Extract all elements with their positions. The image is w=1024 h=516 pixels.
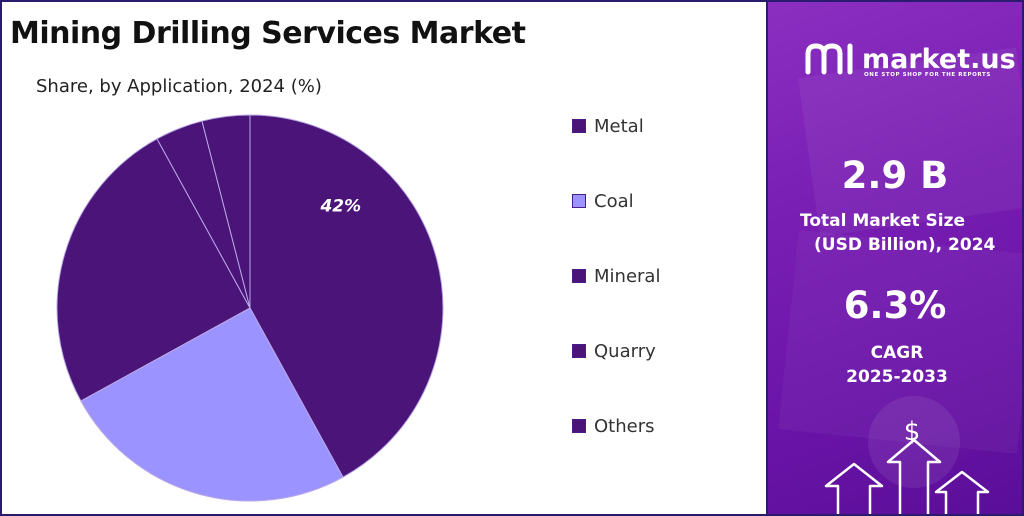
pie-slice-metal [249, 114, 444, 478]
legend-label: Others [594, 415, 655, 437]
legend-swatch [572, 419, 586, 433]
market-size-value: 2.9 B [841, 154, 949, 197]
summary-panel: market.us ONE STOP SHOP FOR THE REPORTS … [766, 0, 1024, 516]
legend-label: Metal [594, 115, 644, 137]
legend-item-quarry: Quarry [572, 339, 752, 363]
dollar-sign-icon: $ [904, 417, 921, 447]
legend-item-coal: Coal [572, 189, 752, 213]
up-arrow-icon-left [824, 462, 884, 514]
up-arrow-icon-middle [886, 438, 942, 514]
market-size-label-line1: Total Market Size [800, 211, 966, 231]
legend-label: Quarry [594, 340, 656, 362]
background-decoration [778, 47, 1022, 488]
cagr-value: 6.3% [843, 284, 947, 327]
brand-name: market.us [862, 43, 1016, 75]
legend-item-mineral: Mineral [572, 264, 752, 288]
growth-arrows-icon: $ [824, 417, 990, 514]
cagr-label-line1: CAGR [870, 343, 924, 363]
pie-slice-coal [80, 307, 344, 502]
legend-label: Coal [594, 190, 634, 212]
chart-title: Mining Drilling Services Market [10, 16, 526, 51]
market-us-logo-icon [805, 43, 853, 75]
chart-panel: Mining Drilling Services Market Share, b… [0, 0, 766, 516]
legend-swatch [572, 269, 586, 283]
legend-item-metal: Metal [572, 114, 752, 138]
chart-subtitle: Share, by Application, 2024 (%) [36, 76, 322, 97]
chart-legend: Metal Coal Mineral Quarry Others [572, 114, 752, 438]
data-label-metal: 42% [319, 197, 361, 217]
legend-item-others: Others [572, 414, 752, 438]
legend-swatch [572, 194, 586, 208]
legend-swatch [572, 344, 586, 358]
brand-logo-group: market.us [804, 42, 1016, 76]
pie-chart: 42% [56, 114, 444, 502]
pie-slice-mineral [56, 138, 251, 402]
market-size-label-line2: (USD Billion), 2024 [814, 235, 996, 255]
pie-slice-others [201, 114, 251, 309]
cagr-label-line2: 2025-2033 [846, 367, 948, 387]
legend-swatch [572, 119, 586, 133]
brand-tagline: ONE STOP SHOP FOR THE REPORTS [864, 72, 991, 78]
legend-label: Mineral [594, 265, 661, 287]
up-arrow-icon-right [934, 470, 990, 514]
